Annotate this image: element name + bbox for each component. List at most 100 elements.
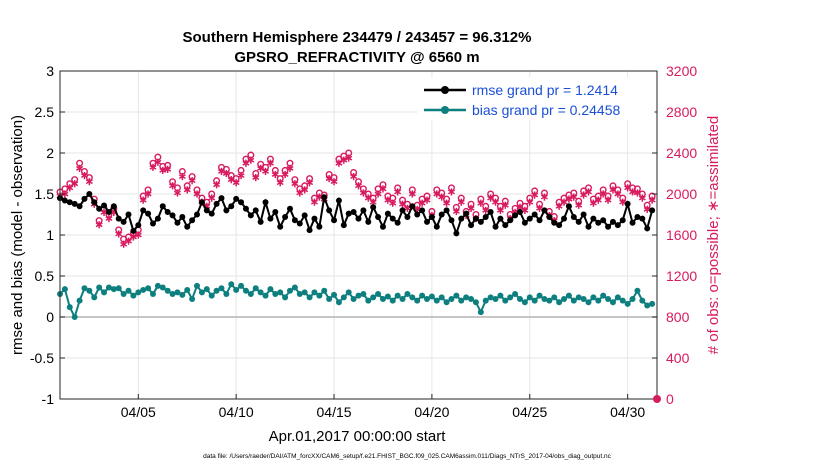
obs-assimilated-marker <box>105 215 113 223</box>
bias-point <box>135 289 142 296</box>
star-stroke <box>496 207 504 213</box>
y-right-tick-label: 800 <box>666 309 690 325</box>
obs-assimilated-marker <box>345 154 353 162</box>
obs-assimilated-marker <box>154 158 162 166</box>
rmse-point <box>458 215 465 222</box>
rmse-point <box>81 195 88 202</box>
rmse-point <box>448 217 455 224</box>
bias-point <box>194 282 201 289</box>
rmse-point <box>345 210 352 217</box>
obs-assimilated-marker <box>330 178 338 186</box>
star-stroke <box>555 203 563 209</box>
rmse-point <box>252 207 259 214</box>
bias-point <box>130 292 137 299</box>
bias-point <box>609 299 616 306</box>
rmse-point <box>149 220 156 227</box>
rmse-point <box>223 207 230 214</box>
y-left-tick-label: -0.5 <box>30 350 54 366</box>
star-stroke <box>306 180 314 186</box>
rmse-point <box>174 219 181 226</box>
obs-assimilated-marker <box>286 164 294 172</box>
bias-point <box>375 291 382 298</box>
star-stroke <box>359 190 367 196</box>
bias-point <box>179 291 186 298</box>
star-stroke <box>447 189 455 195</box>
star-stroke <box>66 185 74 191</box>
bias-point <box>340 294 347 301</box>
bias-point <box>247 291 254 298</box>
rmse-point <box>184 223 191 230</box>
rmse-point <box>565 203 572 210</box>
obs-assimilated-marker <box>169 182 177 190</box>
obs-assimilated-marker <box>271 170 279 179</box>
bias-point <box>66 304 73 311</box>
obs-assimilated-marker <box>76 164 84 172</box>
star-stroke <box>438 194 446 200</box>
obs-assimilated-marker <box>350 172 358 181</box>
rmse-point <box>600 217 607 224</box>
bias-point <box>448 295 455 302</box>
bias-point <box>399 295 406 302</box>
bias-point <box>526 294 533 301</box>
rmse-point <box>389 215 396 222</box>
y-right-tick-label: 2400 <box>666 145 697 161</box>
bias-point <box>159 284 166 291</box>
bias-point <box>585 299 592 306</box>
y-left-tick-label: 2.5 <box>35 104 55 120</box>
bias-point <box>101 289 108 296</box>
y-left-tick-label: 0 <box>46 309 54 325</box>
rmse-point <box>512 212 519 219</box>
star-stroke <box>526 199 534 205</box>
star-stroke <box>355 183 362 189</box>
bias-point <box>438 294 445 301</box>
rmse-point <box>404 213 411 220</box>
rmse-point <box>605 223 612 230</box>
bias-point <box>565 292 572 299</box>
star-stroke <box>144 191 152 197</box>
bias-point <box>546 297 553 304</box>
star-stroke <box>629 189 637 195</box>
star-stroke <box>286 165 294 171</box>
obs-assimilated-marker <box>71 180 79 188</box>
star-stroke <box>501 202 509 208</box>
star-stroke <box>330 179 338 185</box>
star-stroke <box>71 181 79 187</box>
star-stroke <box>624 185 632 191</box>
obs-assimilated-marker <box>501 201 509 209</box>
bias-point <box>590 294 597 301</box>
obs-assimilated-marker <box>438 193 446 201</box>
legend-box <box>417 77 655 121</box>
rmse-point <box>619 217 626 224</box>
rmse-point <box>262 199 269 206</box>
rmse-point <box>472 215 479 222</box>
obs-assimilated-marker <box>134 231 142 239</box>
star-stroke <box>100 210 108 215</box>
rmse-point <box>424 218 431 225</box>
y-left-tick-label: 1.5 <box>35 186 55 202</box>
bias-point <box>409 294 416 301</box>
bias-point <box>394 292 401 299</box>
obs-assimilated-marker <box>213 181 221 189</box>
bias-point <box>424 295 431 302</box>
bias-point <box>110 286 117 293</box>
bias-point <box>419 292 426 299</box>
rmse-point <box>120 218 127 225</box>
bias-point <box>414 297 421 304</box>
star-stroke <box>178 174 186 180</box>
rmse-point <box>247 212 254 219</box>
rmse-point <box>551 219 558 226</box>
obs-assimilated-marker <box>262 167 270 176</box>
rmse-point <box>536 217 543 224</box>
obs-assimilated-marker <box>487 194 495 202</box>
rmse-point <box>228 203 235 210</box>
bias-point <box>634 287 641 294</box>
bias-point <box>507 294 514 301</box>
star-stroke <box>364 195 372 201</box>
bias-point <box>644 302 651 309</box>
rmse-point <box>541 207 548 214</box>
star-stroke <box>408 191 416 197</box>
y-right-tick-label: 1200 <box>666 268 697 284</box>
obs-assimilated-marker <box>570 193 578 201</box>
rmse-point <box>570 213 577 220</box>
rmse-point <box>282 213 289 220</box>
